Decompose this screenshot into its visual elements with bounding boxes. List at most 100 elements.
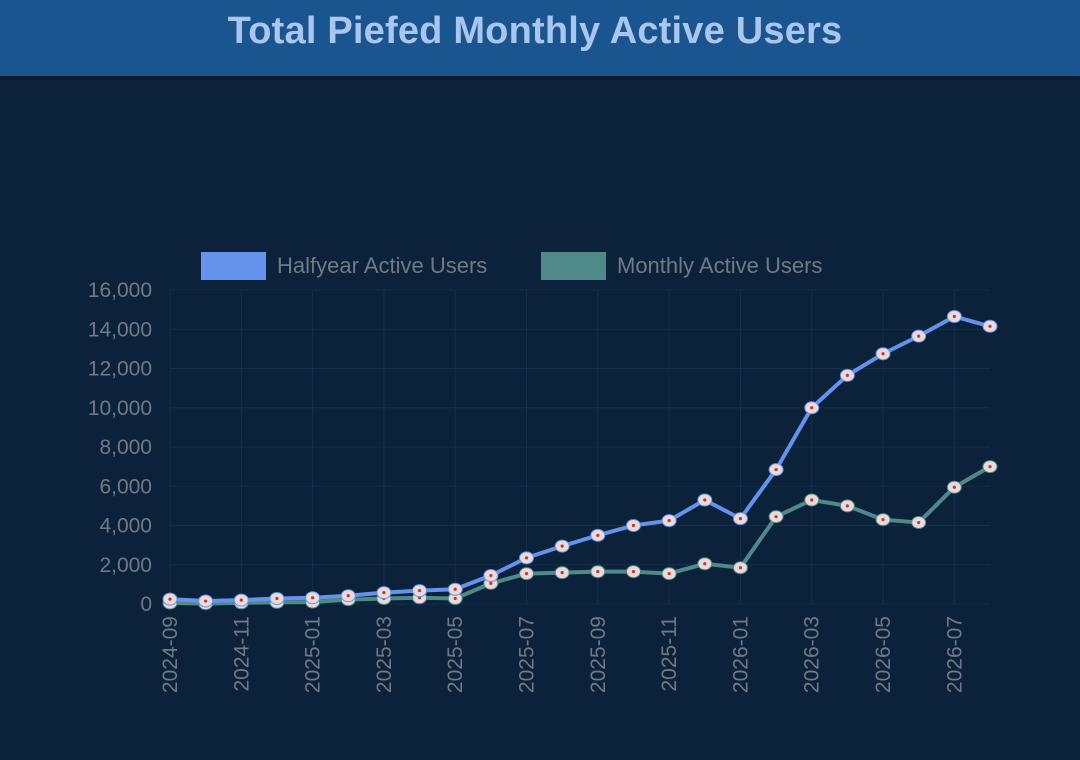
data-point[interactable]	[447, 582, 463, 596]
x-tick-label: 2026-05	[872, 616, 895, 693]
data-point-center	[453, 596, 457, 601]
data-point[interactable]	[233, 593, 249, 607]
data-point[interactable]	[839, 368, 855, 382]
x-tick-label: 2026-03	[801, 616, 824, 693]
y-tick-label: 2,000	[99, 554, 152, 577]
data-point[interactable]	[982, 319, 998, 333]
data-point-center	[524, 556, 529, 560]
data-point[interactable]	[590, 528, 606, 542]
x-tick-label: 2024-09	[159, 616, 182, 693]
data-point[interactable]	[661, 514, 677, 528]
data-point-center	[917, 520, 921, 525]
data-point[interactable]	[946, 480, 962, 494]
data-point[interactable]	[875, 347, 891, 361]
x-tick-label: 2025-07	[516, 616, 539, 693]
data-point-center	[631, 570, 636, 574]
data-point[interactable]	[839, 499, 855, 513]
data-point[interactable]	[376, 586, 392, 600]
data-point-center	[810, 498, 814, 502]
data-point[interactable]	[875, 513, 891, 527]
data-point[interactable]	[305, 591, 321, 605]
data-point-center	[881, 518, 885, 522]
data-point[interactable]	[732, 561, 748, 575]
data-point-center	[311, 596, 315, 600]
data-point[interactable]	[697, 557, 713, 571]
data-point-center	[738, 517, 743, 521]
data-point-center	[810, 406, 814, 410]
data-point-center	[168, 597, 172, 601]
legend-item[interactable]: Halfyear Active Users	[201, 252, 487, 280]
y-tick-label: 8,000	[99, 436, 152, 459]
series-line	[169, 464, 992, 606]
data-point[interactable]	[625, 519, 641, 532]
series-halfyear-active-users	[162, 309, 998, 608]
data-point[interactable]	[661, 567, 677, 581]
data-point[interactable]	[732, 512, 748, 526]
data-point[interactable]	[412, 584, 428, 598]
legend-swatch	[201, 252, 266, 280]
data-point[interactable]	[946, 309, 962, 323]
data-point[interactable]	[804, 401, 820, 415]
y-tick-label: 14,000	[88, 318, 152, 341]
y-axis: 0 2,000 4,000 6,000 8,000 10,000 12,000 14,000 1…	[88, 279, 152, 616]
chart-grid	[169, 289, 990, 605]
data-point-center	[988, 324, 992, 328]
data-point[interactable]	[519, 551, 535, 565]
y-tick-label: 10,000	[88, 397, 152, 420]
data-point-center	[239, 598, 243, 602]
data-point[interactable]	[804, 493, 820, 507]
data-point-center	[703, 562, 707, 566]
data-point[interactable]	[768, 510, 784, 524]
x-tick-label: 2025-09	[587, 616, 610, 693]
legend-label: Monthly Active Users	[617, 253, 822, 278]
y-tick-label: 6,000	[99, 475, 152, 498]
data-point[interactable]	[768, 463, 784, 477]
data-point[interactable]	[554, 539, 570, 553]
y-tick-label: 16,000	[88, 279, 152, 302]
title-bar: Total Piefed Monthly Active Users	[0, 0, 1080, 76]
y-tick-label: 0	[140, 593, 152, 616]
data-point-center	[596, 533, 600, 537]
data-point[interactable]	[269, 592, 285, 606]
data-point-center	[667, 518, 671, 523]
data-point-center	[346, 594, 350, 598]
series-line	[169, 314, 991, 604]
data-point-center	[667, 571, 671, 576]
legend-item[interactable]: Monthly Active Users	[541, 252, 822, 280]
data-point[interactable]	[590, 565, 606, 579]
data-point[interactable]	[625, 565, 641, 579]
data-point[interactable]	[911, 516, 927, 530]
data-point-center	[845, 504, 849, 508]
data-point-center	[845, 373, 849, 377]
data-point-center	[596, 570, 600, 574]
data-point[interactable]	[911, 329, 927, 343]
x-axis: 2024-09 2024-11 2025-01 2025-03 2025-05 2025-…	[159, 616, 966, 693]
data-point[interactable]	[483, 569, 499, 583]
data-point[interactable]	[198, 594, 214, 608]
data-point-center	[560, 544, 564, 548]
x-tick-label: 2025-01	[302, 616, 325, 693]
data-point[interactable]	[519, 567, 535, 581]
data-point-center	[453, 587, 457, 591]
data-point-center	[881, 352, 885, 356]
data-point-center	[774, 467, 778, 472]
data-point-center	[774, 515, 778, 519]
data-point-center	[417, 589, 422, 593]
data-point[interactable]	[162, 592, 178, 606]
data-point-center	[275, 596, 279, 601]
chart-legend[interactable]: Halfyear Active Users Monthly Active User…	[201, 252, 822, 280]
data-point[interactable]	[697, 493, 713, 507]
data-point-center	[952, 485, 956, 489]
x-tick-label: 2025-05	[444, 616, 467, 693]
data-point[interactable]	[554, 566, 570, 580]
legend-label: Halfyear Active Users	[277, 253, 487, 278]
data-point-center	[489, 573, 493, 578]
y-tick-label: 12,000	[88, 358, 152, 381]
data-point-center	[738, 566, 743, 570]
x-tick-label: 2026-07	[943, 616, 966, 693]
data-point[interactable]	[982, 460, 998, 474]
data-point-center	[631, 523, 636, 528]
x-tick-label: 2025-11	[658, 616, 681, 692]
data-point[interactable]	[340, 589, 356, 603]
data-point-center	[204, 599, 208, 603]
